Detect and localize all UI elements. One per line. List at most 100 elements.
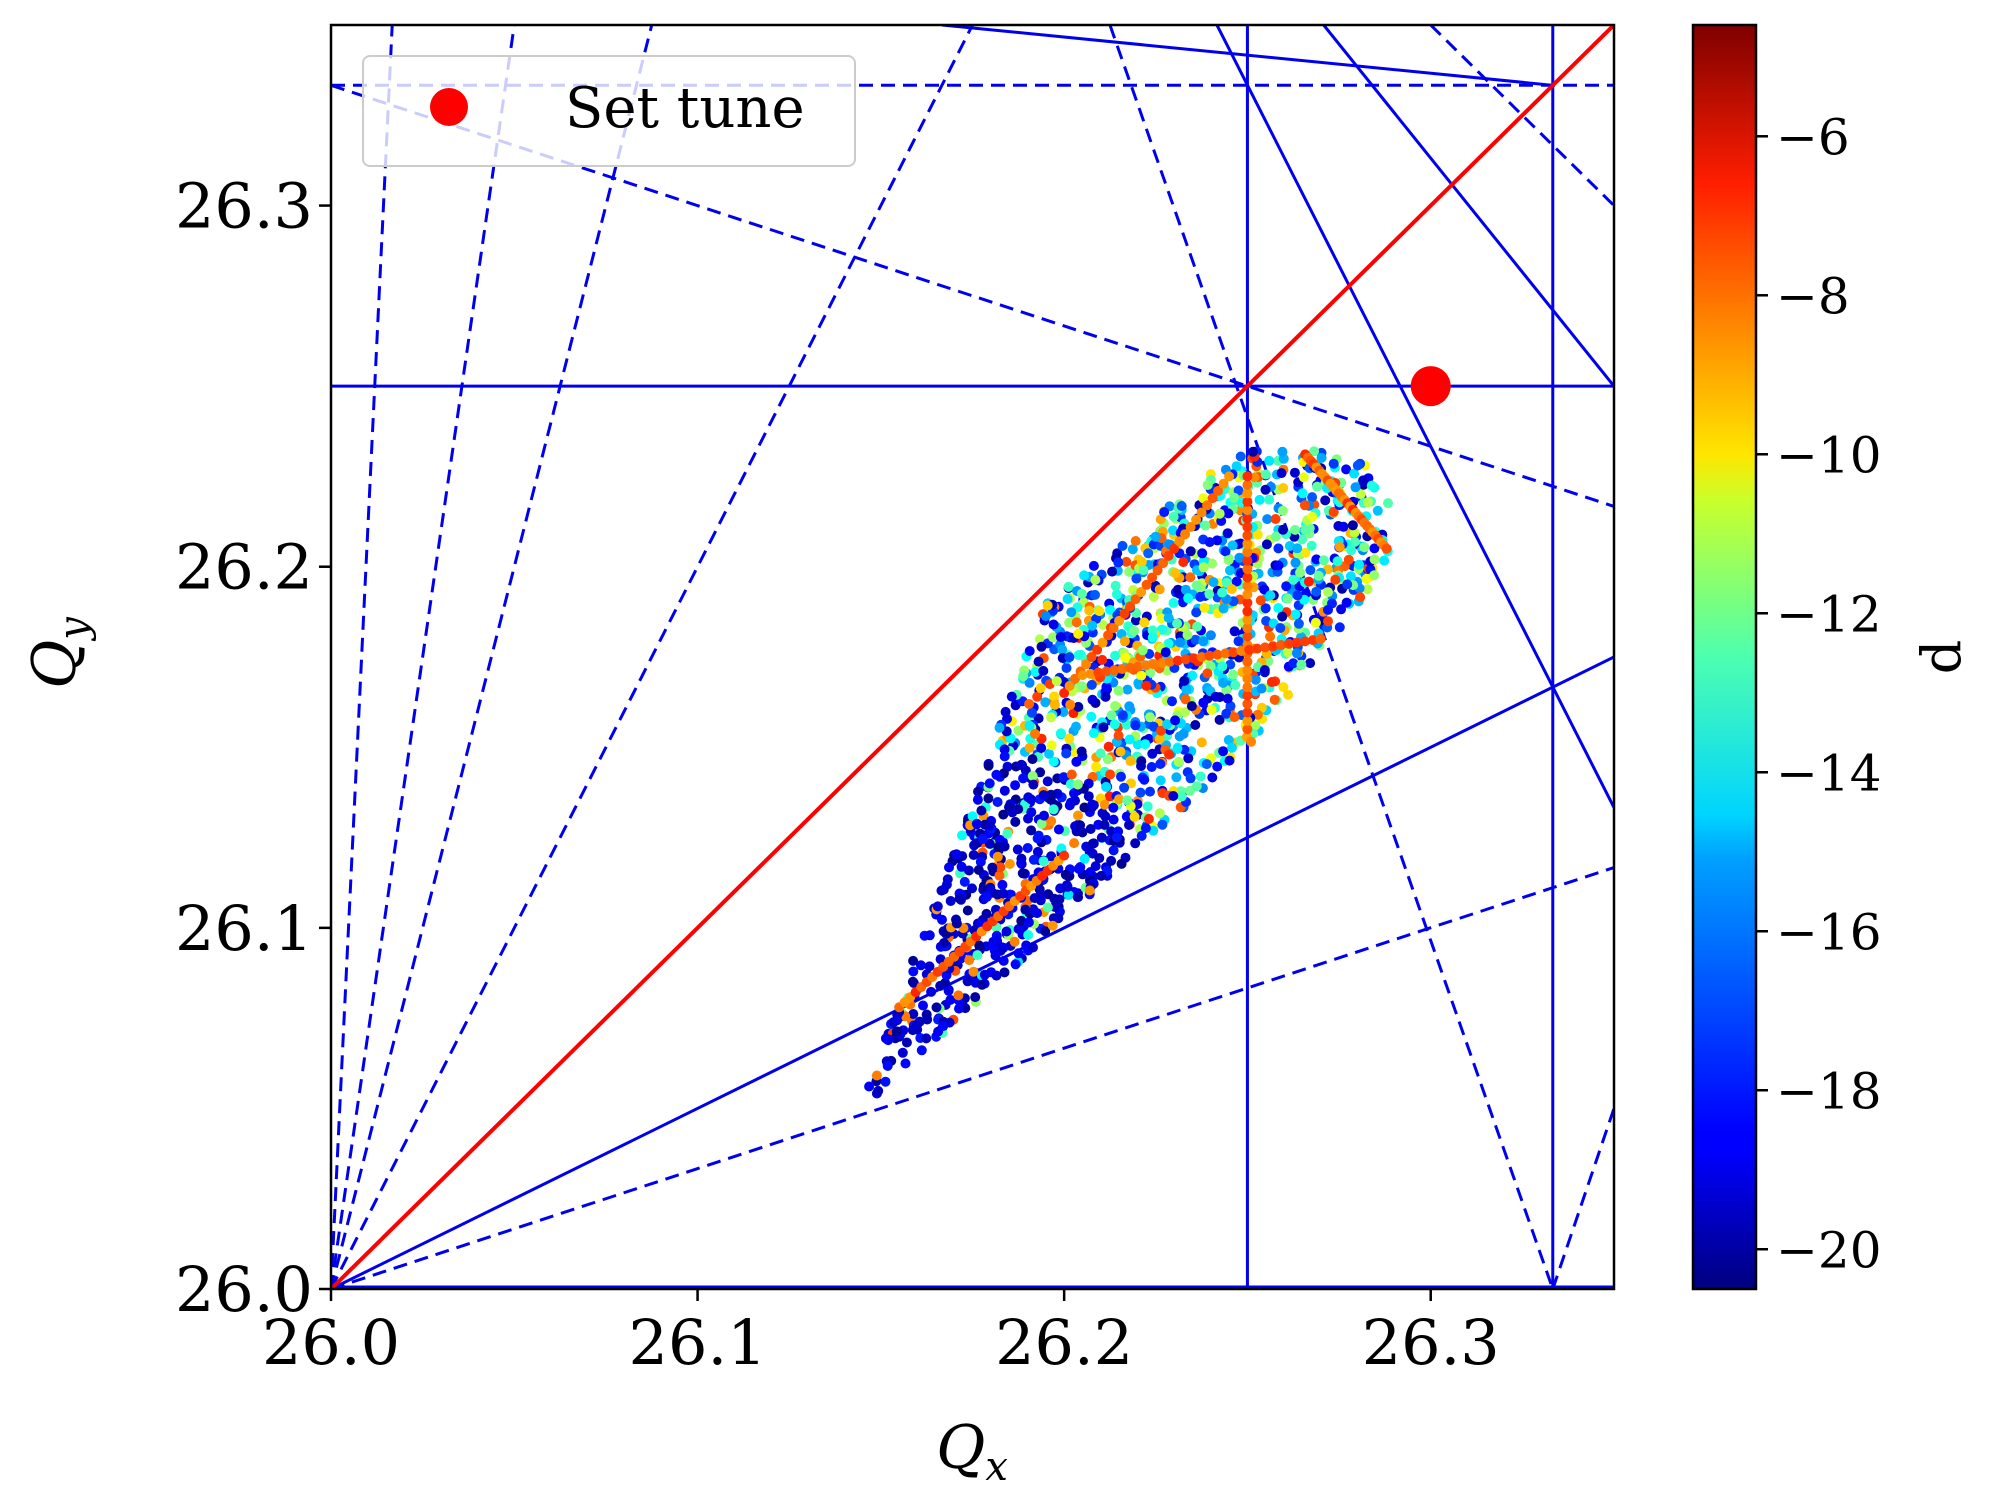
footprint-point xyxy=(931,1002,942,1013)
footprint-point xyxy=(1029,893,1040,904)
footprint-point xyxy=(1136,556,1147,567)
footprint-point xyxy=(1030,728,1040,739)
footprint-point xyxy=(1260,469,1271,480)
footprint-point xyxy=(1183,593,1194,604)
footprint-point xyxy=(1042,776,1053,787)
footprint-point xyxy=(1213,485,1224,496)
footprint-point xyxy=(1242,522,1253,532)
footprint-point xyxy=(1261,539,1272,550)
footprint-point xyxy=(1362,584,1373,595)
footprint-point xyxy=(1176,501,1187,511)
footprint-point xyxy=(1214,714,1225,725)
footprint-point xyxy=(1282,593,1293,604)
footprint-point xyxy=(924,961,935,972)
colorbar-tick-label: −6 xyxy=(1776,108,1850,166)
footprint-point xyxy=(1035,767,1046,778)
footprint-point xyxy=(1288,574,1299,585)
x-tick-label: 26.0 xyxy=(262,1306,400,1379)
footprint-point xyxy=(1096,832,1107,843)
footprint-point xyxy=(964,865,974,876)
footprint-point xyxy=(999,841,1010,852)
footprint-point xyxy=(975,856,986,867)
footprint-point xyxy=(1130,536,1141,546)
footprint-point xyxy=(1199,602,1210,613)
footprint-point xyxy=(1270,514,1281,524)
footprint-point xyxy=(1124,566,1135,577)
footprint-point xyxy=(1116,771,1126,782)
footprint-point xyxy=(1084,885,1095,896)
footprint-point xyxy=(1024,646,1035,656)
colorbar-title: d xyxy=(1910,640,1973,675)
footprint-point xyxy=(1204,537,1215,548)
footprint-point xyxy=(1299,636,1310,647)
footprint-point xyxy=(1307,511,1318,522)
footprint-point xyxy=(1000,706,1011,717)
footprint-point xyxy=(1359,542,1370,553)
footprint-point xyxy=(1242,572,1253,583)
footprint-point xyxy=(1026,825,1037,836)
footprint-point xyxy=(1178,728,1189,739)
legend-marker-set-tune xyxy=(430,88,468,126)
footprint-point xyxy=(1097,637,1108,648)
footprint-point xyxy=(1361,573,1372,584)
y-tick-label: 26.3 xyxy=(175,170,313,243)
footprint-point xyxy=(1042,600,1053,611)
footprint-point xyxy=(1180,654,1191,665)
footprint-point xyxy=(1328,506,1339,517)
footprint-point xyxy=(1173,584,1183,595)
footprint-point xyxy=(1040,926,1051,937)
footprint-point xyxy=(1076,746,1087,757)
footprint-point xyxy=(1282,647,1293,658)
footprint-point xyxy=(1108,845,1119,856)
footprint-point xyxy=(1141,680,1152,691)
footprint-point xyxy=(1229,712,1240,723)
footprint-point xyxy=(1292,543,1303,554)
footprint-point xyxy=(1036,641,1047,652)
footprint-point xyxy=(1313,570,1324,581)
footprint-point xyxy=(1270,531,1281,542)
colorbar-tick-label: −8 xyxy=(1776,267,1850,325)
footprint-point xyxy=(1083,791,1094,802)
footprint-point xyxy=(1130,838,1141,849)
footprint-point xyxy=(1191,781,1202,792)
resonance-line-solid xyxy=(1215,25,1614,809)
footprint-point xyxy=(1207,558,1218,569)
footprint-point xyxy=(1027,754,1038,765)
footprint-point xyxy=(1350,482,1361,493)
footprint-point xyxy=(1192,621,1203,632)
footprint-point xyxy=(1142,801,1153,812)
footprint-point xyxy=(1147,632,1158,643)
footprint-point xyxy=(1051,676,1062,687)
resonance-line-dashed xyxy=(331,25,516,1289)
footprint-point xyxy=(1137,645,1148,656)
footprint-point xyxy=(1087,694,1098,705)
footprint-point xyxy=(968,966,979,977)
footprint-point xyxy=(1024,699,1035,709)
footprint-point xyxy=(1242,597,1253,608)
footprint-point xyxy=(1040,611,1051,622)
footprint-point xyxy=(985,882,996,893)
footprint-point xyxy=(1250,674,1261,685)
footprint-point xyxy=(1281,581,1292,592)
footprint-point xyxy=(1228,669,1239,680)
footprint-point xyxy=(1064,617,1075,628)
footprint-point xyxy=(1242,471,1253,482)
footprint-point xyxy=(998,888,1009,899)
footprint-point xyxy=(951,918,962,929)
footprint-point xyxy=(1196,737,1207,748)
footprint-point xyxy=(1242,547,1253,558)
footprint-point xyxy=(994,722,1005,733)
footprint-point xyxy=(1108,814,1119,825)
footprint-point xyxy=(999,967,1010,978)
footprint-point xyxy=(1296,659,1307,670)
footprint-point xyxy=(1026,807,1037,818)
footprint-point xyxy=(1113,557,1124,568)
footprint-point xyxy=(1070,673,1081,684)
footprint-point xyxy=(1310,617,1321,628)
colorbar-tick-label: −20 xyxy=(1776,1221,1882,1279)
footprint-point xyxy=(1242,606,1253,617)
footprint-point xyxy=(924,930,935,941)
footprint-point xyxy=(1305,565,1316,576)
footprint-point xyxy=(1098,722,1109,733)
footprint-point xyxy=(1034,634,1045,645)
